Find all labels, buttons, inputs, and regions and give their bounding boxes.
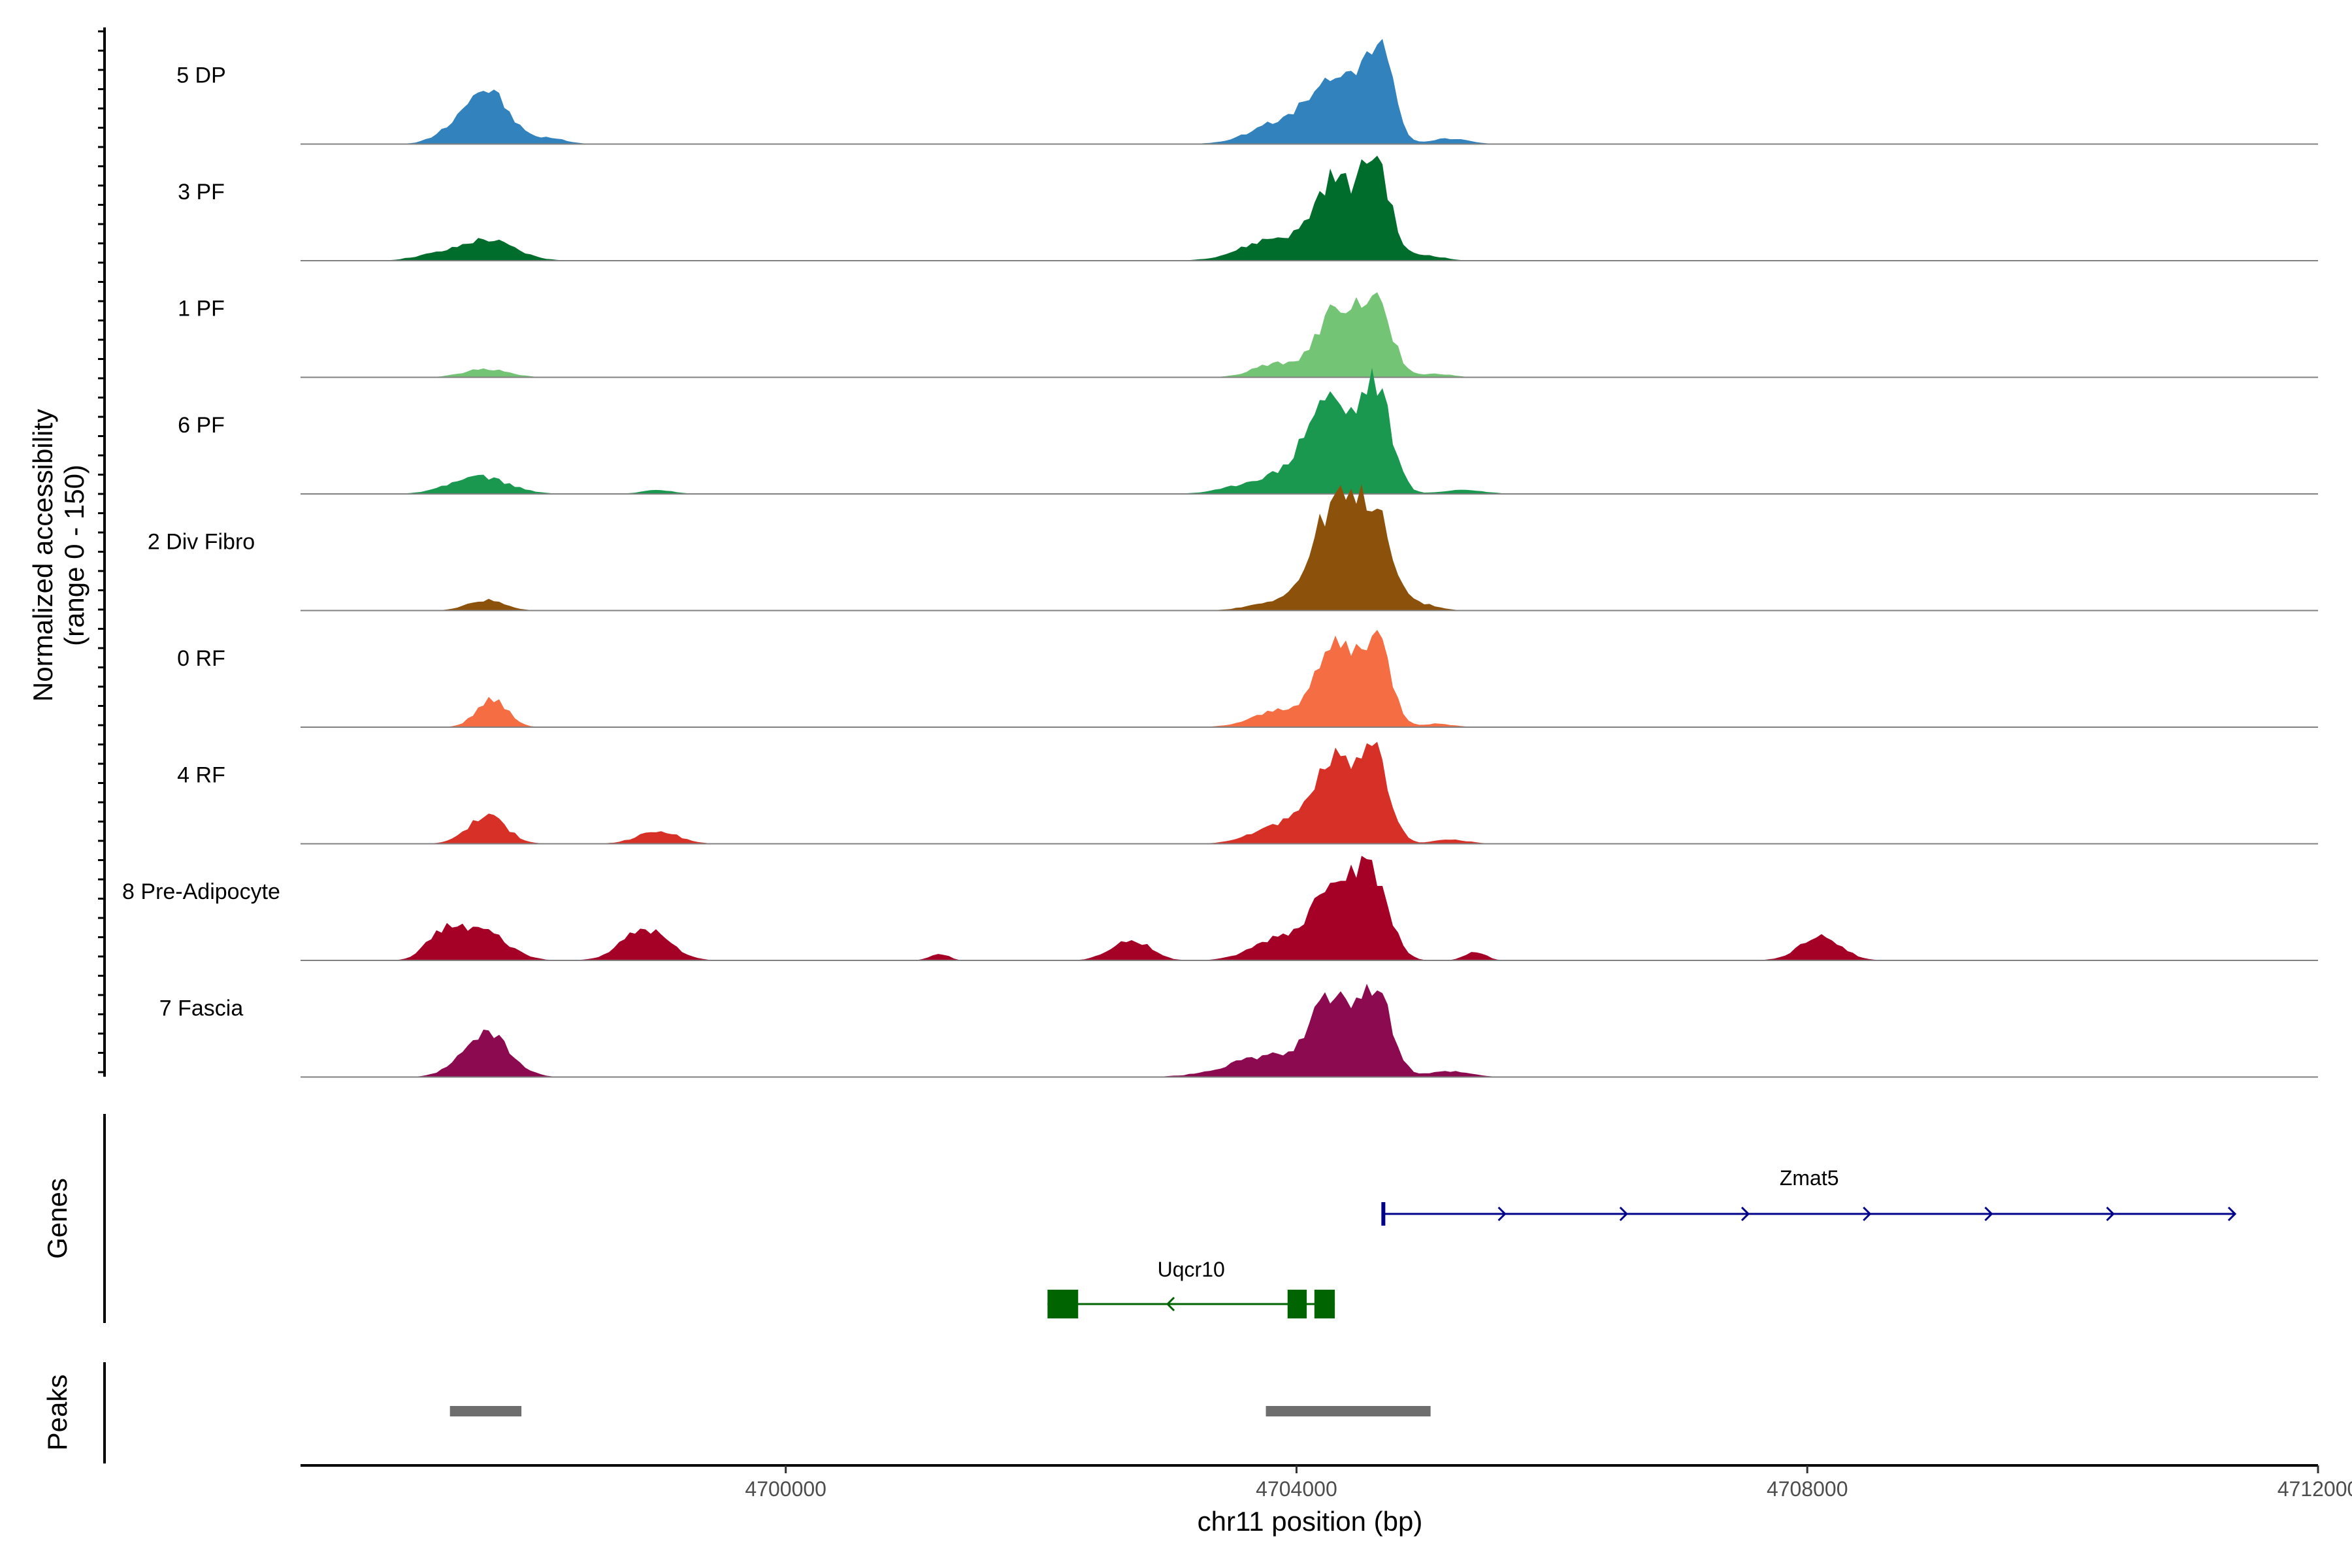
x-tick-label: 4700000 — [745, 1477, 826, 1501]
coverage-area — [301, 983, 2318, 1077]
track-label: 7 Fascia — [159, 996, 244, 1021]
track-6-pf: 6 PF — [178, 367, 2318, 495]
gene-exon — [1314, 1290, 1335, 1318]
track-label: 6 PF — [178, 413, 225, 438]
track-0-rf: 0 RF — [177, 630, 2318, 728]
strand-arrow — [1984, 1206, 1993, 1222]
strand-arrow — [2227, 1206, 2237, 1222]
gene-uqcr10: Uqcr10 — [1047, 1258, 1335, 1318]
coverage-area — [301, 155, 2318, 261]
genes-panel-title: Genes — [42, 1178, 73, 1259]
track-label: 4 RF — [177, 762, 225, 787]
gene-annotations: Zmat5 Uqcr10 — [1047, 1166, 2237, 1318]
gene-exon — [1047, 1290, 1079, 1318]
strand-arrow — [2106, 1206, 2115, 1222]
gene-label: Zmat5 — [1780, 1166, 1839, 1190]
track-4-rf: 4 RF — [177, 742, 2318, 845]
strand-arrow — [1740, 1206, 1750, 1222]
gene-zmat5: Zmat5 — [1381, 1166, 2237, 1226]
coverage-area — [301, 367, 2318, 494]
peak-region — [449, 1406, 522, 1416]
track-label: 3 PF — [178, 180, 225, 204]
coverage-area — [301, 484, 2318, 611]
track-5-dp: 5 DP — [176, 39, 2318, 145]
x-axis-title: chr11 position (bp) — [1198, 1506, 1423, 1537]
track-1-pf: 1 PF — [178, 292, 2318, 378]
track-label: 2 Div Fibro — [148, 529, 255, 554]
strand-arrow — [1619, 1206, 1628, 1222]
track-label: 1 PF — [178, 296, 225, 321]
x-tick-label: 4704000 — [1256, 1477, 1337, 1501]
y-axis-title-line2: (range 0 - 150) — [59, 465, 90, 646]
track-2-div-fibro: 2 Div Fibro — [148, 484, 2318, 612]
track-7-fascia: 7 Fascia — [159, 983, 2318, 1078]
coverage-area — [301, 855, 2318, 960]
strand-arrow — [1166, 1296, 1175, 1312]
track-label: 8 Pre-Adipocyte — [122, 879, 280, 904]
y-axis-title: Normalized accessibility (range 0 - 150) — [27, 409, 90, 702]
coverage-area — [301, 742, 2318, 844]
coverage-area — [301, 292, 2318, 378]
coverage-tracks: 5 DP 3 PF 1 PF 6 PF 2 Div Fibro 0 RF 4 RF 8 Pre… — [122, 39, 2318, 1078]
gene-label: Uqcr10 — [1158, 1258, 1225, 1281]
y-axis-title-line1: Normalized accessibility — [27, 409, 58, 702]
track-3-pf: 3 PF — [178, 155, 2318, 261]
x-tick-label: 4708000 — [1767, 1477, 1848, 1501]
peak-regions — [449, 1406, 1431, 1416]
peaks-panel-title: Peaks — [42, 1375, 73, 1451]
strand-arrow — [1863, 1206, 1872, 1222]
track-8-pre-adipocyte: 8 Pre-Adipocyte — [122, 855, 2318, 961]
x-axis-ticks: 4700000 4704000 4708000 4712000 — [745, 1465, 2352, 1501]
peak-region — [1266, 1406, 1431, 1416]
gene-exon — [1287, 1290, 1307, 1318]
strand-arrow — [1497, 1206, 1507, 1222]
y-axis-ticks — [98, 30, 105, 1073]
track-label: 5 DP — [176, 63, 226, 88]
coverage-area — [301, 630, 2318, 727]
gene-exon — [1381, 1202, 1386, 1226]
coverage-area — [301, 39, 2318, 144]
x-tick-label: 4712000 — [2278, 1477, 2352, 1501]
track-label: 0 RF — [177, 646, 225, 671]
